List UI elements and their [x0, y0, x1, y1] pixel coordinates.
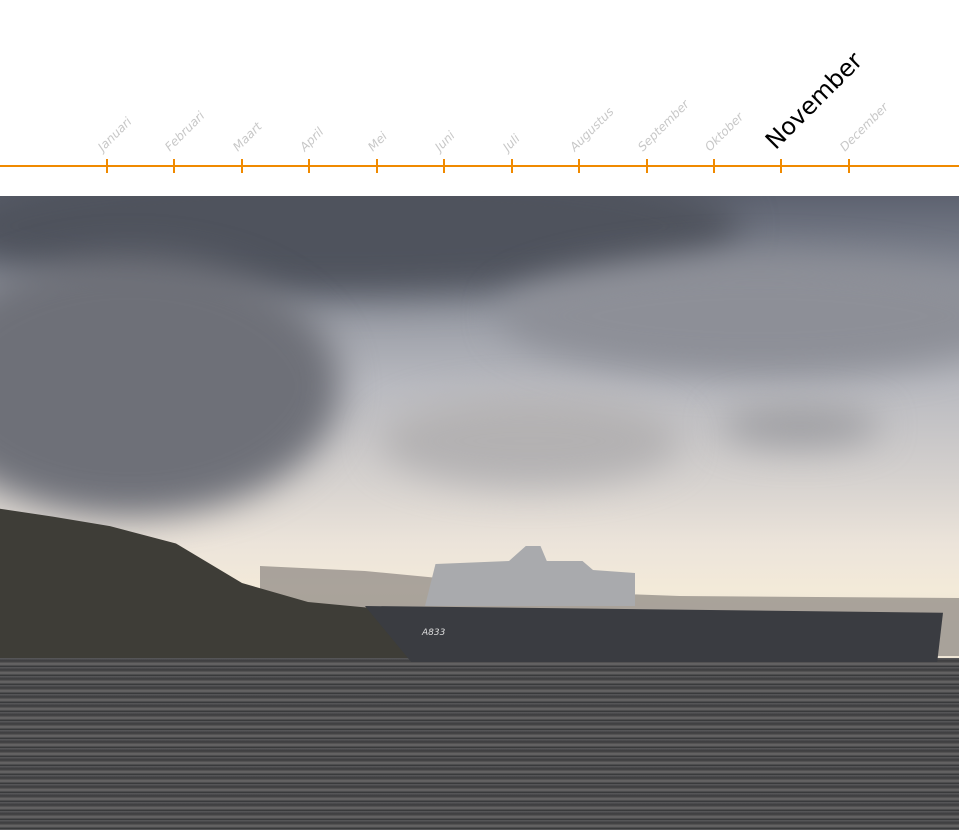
- tick-mei: [376, 159, 378, 173]
- tick-augustus: [578, 159, 580, 173]
- tick-juni: [443, 159, 445, 173]
- month-oktober[interactable]: Oktober: [702, 109, 747, 154]
- ship-hull: [365, 606, 943, 662]
- month-maart[interactable]: Maart: [230, 119, 265, 154]
- ship-superstructure: [425, 546, 635, 606]
- tick-september: [646, 159, 648, 173]
- timeline-axis: [0, 165, 959, 167]
- tick-juli: [511, 159, 513, 173]
- month-september[interactable]: September: [635, 97, 692, 154]
- month-juli[interactable]: Juli: [500, 131, 523, 154]
- month-januari[interactable]: Januari: [95, 114, 135, 154]
- month-augustus[interactable]: Augustus: [567, 104, 617, 154]
- month-timeline: Januari Februari Maart April Mei Juni Juli Augu…: [0, 0, 959, 196]
- hull-number: A833: [422, 628, 446, 638]
- sea: [0, 658, 959, 830]
- month-februari[interactable]: Februari: [162, 108, 208, 154]
- tick-maart: [241, 159, 243, 173]
- month-december[interactable]: December: [837, 100, 892, 154]
- tick-oktober: [713, 159, 715, 173]
- tick-april: [308, 159, 310, 173]
- tick-januari: [106, 159, 108, 173]
- tick-november: [780, 159, 782, 173]
- month-juni[interactable]: Juni: [432, 128, 458, 154]
- month-mei[interactable]: Mei: [365, 129, 390, 154]
- tick-december: [848, 159, 850, 173]
- hero-photo: A833: [0, 196, 959, 830]
- tick-februari: [173, 159, 175, 173]
- month-april[interactable]: April: [297, 124, 327, 154]
